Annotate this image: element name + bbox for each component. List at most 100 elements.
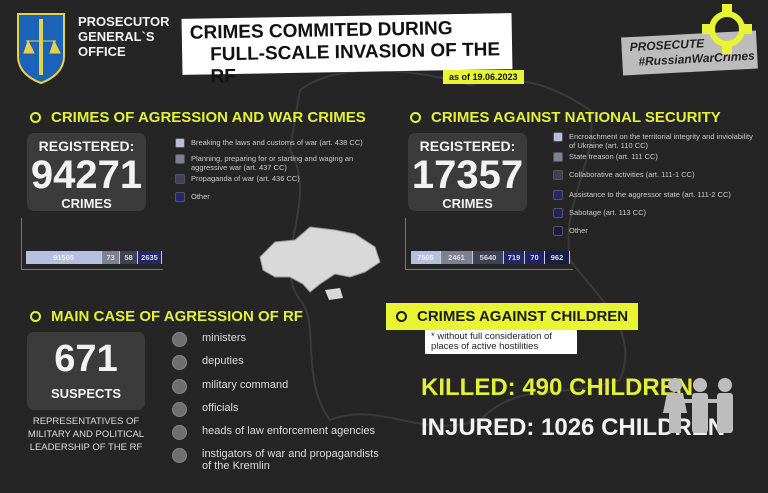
- suspect-category: ministers: [172, 332, 382, 347]
- registered-total: 94271: [30, 153, 143, 197]
- section-title-text: CRIMES OF AGRESSION AND WAR CRIMES: [51, 109, 366, 126]
- legend-swatch: [553, 152, 563, 162]
- suspect-category: heads of law enforcement agencies: [172, 425, 382, 440]
- legend-swatch: [553, 170, 563, 180]
- legend-label: Assistance to the aggressor state (art. …: [569, 190, 731, 199]
- legend-label: Other: [569, 226, 588, 235]
- suspect-category: military command: [172, 379, 382, 394]
- bar-segment: 2461: [441, 251, 473, 264]
- registered-label: REGISTERED:: [38, 138, 135, 154]
- suspect-categories: ministers deputies military command officia…: [172, 332, 392, 472]
- suspect-category: deputies: [172, 355, 382, 370]
- date-badge: as of 19.06.2023: [443, 70, 524, 84]
- legend-item: Assistance to the aggressor state (art. …: [553, 190, 731, 200]
- legend-national-security: Encroachment on the territorial integrit…: [553, 132, 753, 242]
- legend-swatch: [553, 226, 563, 236]
- page-title: CRIMES COMMITED DURING FULL-SCALE INVASI…: [181, 13, 513, 87]
- suspect-category-label: officials: [202, 402, 239, 414]
- bar-segment: 7505: [411, 251, 441, 264]
- bar-national-security: 7505 2461 5640 719 70 962: [411, 251, 570, 264]
- bar-segment: 73: [102, 251, 120, 264]
- section-title-children: CRIMES AGAINST CHILDREN: [386, 303, 639, 330]
- legend-swatch: [175, 192, 185, 202]
- legend-item: Sabotage (art. 113 CC): [553, 208, 646, 218]
- legend-item: Other: [175, 192, 210, 202]
- target-logo-icon: [702, 4, 752, 54]
- bullet-icon: [172, 402, 187, 417]
- target-icon: [410, 112, 421, 123]
- children-killed: KILLED: 490 CHILDREN: [421, 374, 694, 401]
- registered-label: REGISTERED:: [419, 138, 516, 154]
- legend-item: Propaganda of war (art. 436 CC): [175, 174, 300, 184]
- suspects-caption: REPRESENTATIVES OF MILITARY AND POLITICA…: [27, 416, 145, 453]
- legend-item: Breaking the laws and customs of war (ar…: [175, 138, 363, 148]
- legend-war-crimes: Breaking the laws and customs of war (ar…: [175, 136, 375, 216]
- bullet-icon: [172, 379, 187, 394]
- legend-swatch: [175, 138, 185, 148]
- children-icon: [663, 378, 733, 433]
- registered-box-national-security: REGISTERED: 17357 CRIMES: [408, 133, 527, 211]
- suspects-total: 671: [54, 338, 118, 380]
- section-title-text: CRIMES AGAINST NATIONAL SECURITY: [431, 109, 721, 126]
- legend-label: Propaganda of war (art. 436 CC): [191, 174, 300, 183]
- prosecutor-emblem-icon: [17, 13, 65, 85]
- legend-item: Collaborative activities (art. 111-1 CC): [553, 170, 695, 180]
- legend-label: State treason (art. 111 CC): [569, 152, 658, 161]
- registered-unit: CRIMES: [61, 196, 112, 211]
- bar-segment: 719: [504, 251, 525, 264]
- legend-label: Planning, preparing for or starting and …: [191, 154, 354, 172]
- legend-item: Other: [553, 226, 588, 236]
- suspect-category-label: military command: [202, 379, 289, 391]
- bullet-icon: [172, 425, 187, 440]
- legend-label: Collaborative activities (art. 111-1 CC): [569, 170, 695, 179]
- section-title-national-security: CRIMES AGAINST NATIONAL SECURITY: [410, 109, 721, 126]
- suspects-unit: SUSPECTS: [50, 386, 122, 401]
- legend-item: Encroachment on the territorial integrit…: [553, 132, 753, 150]
- section-title-main-case: MAIN CASE OF AGRESSION OF RF: [30, 308, 303, 325]
- children-note: * without full consideration of places o…: [425, 330, 577, 354]
- registered-unit: CRIMES: [442, 196, 493, 211]
- target-icon: [30, 112, 41, 123]
- bar-segment: 70: [525, 251, 545, 264]
- legend-swatch: [553, 208, 563, 218]
- bar-segment: 91505: [26, 251, 102, 264]
- bar-war-crimes: 91505 73 58 2635: [26, 251, 162, 264]
- legend-item: State treason (art. 111 CC): [553, 152, 658, 162]
- bar-segment: 2635: [138, 251, 162, 264]
- legend-swatch: [175, 154, 185, 164]
- legend-label: Encroachment on the territorial integrit…: [569, 132, 753, 150]
- legend-label: Breaking the laws and customs of war (ar…: [191, 138, 363, 147]
- suspect-category: instigators of war and propagandists of …: [172, 448, 382, 472]
- ukraine-map-icon: [259, 226, 381, 300]
- target-icon: [396, 311, 407, 322]
- legend-label: Other: [191, 192, 210, 201]
- chart-axis: [21, 218, 163, 270]
- suspect-category-label: deputies: [202, 355, 244, 367]
- suspect-category: officials: [172, 402, 382, 417]
- bullet-icon: [172, 332, 187, 347]
- section-title-text: MAIN CASE OF AGRESSION OF RF: [51, 308, 303, 325]
- legend-label: Sabotage (art. 113 CC): [569, 208, 646, 217]
- chart-axis: [405, 218, 573, 270]
- suspect-category-label: ministers: [202, 332, 247, 344]
- suspect-category-label: heads of law enforcement agencies: [202, 425, 376, 437]
- bar-segment: 962: [545, 251, 570, 264]
- suspect-category-label: instigators of war and propagandists of …: [202, 448, 379, 472]
- legend-swatch: [553, 190, 563, 200]
- org-line: PROSECUTOR: [78, 14, 170, 29]
- legend-item: Planning, preparing for or starting and …: [175, 154, 375, 172]
- registered-total: 17357: [411, 153, 524, 197]
- suspects-box: 671 SUSPECTS: [27, 332, 145, 410]
- bar-segment: 58: [120, 251, 138, 264]
- section-title-text: CRIMES AGAINST CHILDREN: [417, 308, 629, 325]
- bar-segment: 5640: [473, 251, 504, 264]
- section-title-war-crimes: CRIMES OF AGRESSION AND WAR CRIMES: [30, 109, 366, 126]
- legend-swatch: [553, 132, 563, 142]
- org-line: GENERAL`S: [78, 29, 155, 44]
- bullet-icon: [172, 448, 187, 463]
- legend-swatch: [175, 174, 185, 184]
- registered-box-war-crimes: REGISTERED: 94271 CRIMES: [27, 133, 146, 211]
- target-icon: [30, 311, 41, 322]
- bullet-icon: [172, 355, 187, 370]
- org-name: PROSECUTOR GENERAL`S OFFICE: [78, 14, 170, 59]
